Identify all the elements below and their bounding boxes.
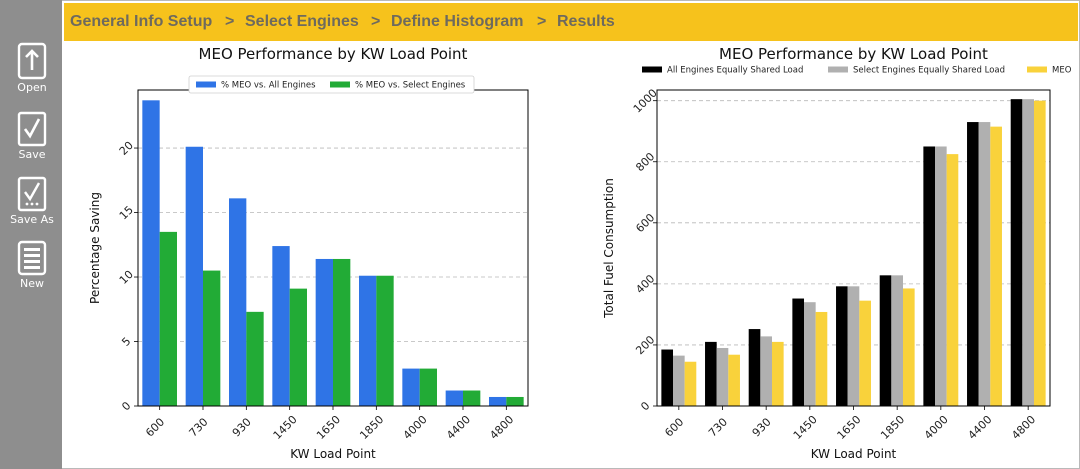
save-as-icon xyxy=(17,176,47,212)
bar--meo-vs-all-engines-930 xyxy=(229,198,247,406)
y-tick-label: 200 xyxy=(633,333,657,357)
bar--meo-vs-select-engines-4800 xyxy=(506,396,524,406)
bar--meo-vs-all-engines-4800 xyxy=(489,396,507,406)
bar--meo-vs-all-engines-1450 xyxy=(272,246,290,406)
x-tick-label: 4800 xyxy=(1009,413,1038,442)
save-as-label: Save As xyxy=(10,213,54,226)
x-tick-label: 730 xyxy=(706,416,730,440)
save-as-button[interactable]: Save As xyxy=(6,176,58,226)
bar--meo-vs-all-engines-4000 xyxy=(402,368,420,406)
y-tick-label: 400 xyxy=(633,272,657,296)
bar-meo-4400 xyxy=(990,126,1002,406)
y-tick-label: 800 xyxy=(633,150,657,174)
breadcrumb-separator: > xyxy=(371,13,381,30)
bar-all-engines-equally-shared-load-930 xyxy=(748,329,761,406)
legend-label: All Engines Equally Shared Load xyxy=(667,66,803,76)
y-axis-label: Percentage Saving xyxy=(88,192,102,304)
breadcrumb-separator: > xyxy=(537,13,547,30)
legend-swatch xyxy=(1027,66,1047,73)
bar-meo-4000 xyxy=(946,154,959,406)
bar--meo-vs-select-engines-1850 xyxy=(376,275,394,406)
bar-all-engines-equally-shared-load-730 xyxy=(705,341,717,406)
bar--meo-vs-select-engines-1450 xyxy=(289,288,307,406)
bar-all-engines-equally-shared-load-4800 xyxy=(1010,99,1023,406)
breadcrumb-step-general-info[interactable]: General Info Setup xyxy=(70,13,213,30)
open-button[interactable]: Open xyxy=(6,42,58,94)
bar--meo-vs-all-engines-730 xyxy=(185,146,203,406)
x-axis-label: KW Load Point xyxy=(811,447,897,461)
bar-meo-930 xyxy=(771,341,784,406)
bar--meo-vs-select-engines-930 xyxy=(246,311,264,406)
bar--meo-vs-select-engines-600 xyxy=(159,231,177,406)
plot-area xyxy=(656,89,1051,407)
breadcrumb-separator: > xyxy=(225,13,235,30)
legend-label: Select Engines Equally Shared Load xyxy=(853,66,1005,76)
bar-meo-1650 xyxy=(859,300,871,406)
bar-select-engines-equally-shared-load-600 xyxy=(673,355,685,406)
bar-select-engines-equally-shared-load-1650 xyxy=(847,286,860,406)
bar-all-engines-equally-shared-load-4000 xyxy=(923,146,936,406)
x-tick-label: 4000 xyxy=(922,413,951,442)
legend-label: % MEO vs. Select Engines xyxy=(355,81,466,91)
bar--meo-vs-select-engines-1650 xyxy=(333,258,351,406)
bar-meo-4800 xyxy=(1033,100,1046,407)
new-label: New xyxy=(20,277,44,290)
sidebar: Open Save Save As New xyxy=(0,0,62,469)
y-tick-label: 0 xyxy=(638,399,652,413)
bar--meo-vs-all-engines-600 xyxy=(142,100,160,407)
x-axis-label: KW Load Point xyxy=(290,447,376,461)
bar-select-engines-equally-shared-load-4400 xyxy=(978,122,991,406)
new-document-icon xyxy=(17,240,47,276)
breadcrumb-step-results[interactable]: Results xyxy=(557,13,615,30)
legend-swatch xyxy=(642,66,662,73)
bar--meo-vs-select-engines-4400 xyxy=(463,390,481,406)
legend-swatch xyxy=(196,81,216,88)
x-tick-label: 4400 xyxy=(966,413,995,442)
chart-title: MEO Performance by KW Load Point xyxy=(719,45,988,63)
breadcrumb: General Info Setup > Select Engines > De… xyxy=(64,3,1078,41)
bar--meo-vs-select-engines-4000 xyxy=(419,368,437,406)
open-file-icon xyxy=(17,42,47,80)
x-tick-label: 1650 xyxy=(835,413,864,442)
bar-all-engines-equally-shared-load-600 xyxy=(661,349,674,406)
bar-all-engines-equally-shared-load-1650 xyxy=(836,286,848,406)
bar-select-engines-equally-shared-load-4000 xyxy=(935,146,947,406)
x-tick-label: 1850 xyxy=(878,413,907,442)
bar-meo-600 xyxy=(684,361,697,406)
bar-meo-1850 xyxy=(902,288,915,406)
new-button[interactable]: New xyxy=(6,240,58,290)
bar-select-engines-equally-shared-load-930 xyxy=(760,336,772,406)
legend-swatch xyxy=(828,66,848,73)
y-tick-label: 600 xyxy=(633,211,657,235)
save-check-icon xyxy=(17,111,47,147)
breadcrumb-step-select-engines[interactable]: Select Engines xyxy=(245,13,359,30)
x-tick-label: 1450 xyxy=(791,413,820,442)
bar-all-engines-equally-shared-load-1450 xyxy=(792,298,805,406)
save-button[interactable]: Save xyxy=(6,111,58,161)
bar-meo-730 xyxy=(728,354,740,406)
legend-label: MEO xyxy=(1052,66,1072,76)
bar-all-engines-equally-shared-load-1850 xyxy=(879,275,892,406)
bar--meo-vs-select-engines-730 xyxy=(203,270,221,406)
bar-select-engines-equally-shared-load-730 xyxy=(716,347,729,406)
bar-meo-1450 xyxy=(815,311,828,406)
bar-select-engines-equally-shared-load-1850 xyxy=(891,275,903,406)
bar-select-engines-equally-shared-load-4800 xyxy=(1022,99,1034,406)
y-axis-label: Total Fuel Consumption xyxy=(602,178,616,319)
chart-title: MEO Performance by KW Load Point xyxy=(199,45,468,63)
bar-select-engines-equally-shared-load-1450 xyxy=(804,302,816,406)
bar--meo-vs-all-engines-4400 xyxy=(445,390,463,406)
x-tick-label: 930 xyxy=(750,416,774,440)
legend-swatch xyxy=(330,81,350,88)
save-label: Save xyxy=(18,148,46,161)
open-label: Open xyxy=(17,81,47,94)
x-tick-label: 600 xyxy=(662,416,686,440)
breadcrumb-step-define-histogram[interactable]: Define Histogram xyxy=(391,13,524,30)
bar-all-engines-equally-shared-load-4400 xyxy=(967,122,979,406)
legend-label: % MEO vs. All Engines xyxy=(221,81,316,91)
bar--meo-vs-all-engines-1650 xyxy=(315,258,333,406)
bar--meo-vs-all-engines-1850 xyxy=(359,275,377,406)
